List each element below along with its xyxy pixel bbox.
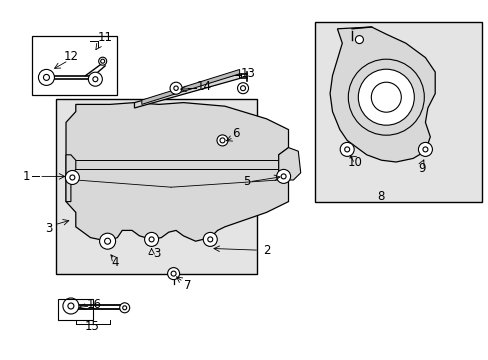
Polygon shape: [142, 69, 239, 104]
Circle shape: [70, 175, 75, 180]
Circle shape: [170, 82, 182, 94]
Text: 12: 12: [63, 50, 78, 63]
Circle shape: [63, 298, 79, 314]
Bar: [315, 22, 481, 202]
Polygon shape: [66, 155, 76, 202]
Circle shape: [207, 237, 212, 242]
Circle shape: [120, 303, 129, 313]
Bar: [32, 36, 117, 95]
Polygon shape: [278, 148, 300, 180]
Text: 16: 16: [87, 298, 102, 311]
Text: 1: 1: [23, 170, 31, 183]
Circle shape: [217, 135, 227, 146]
Text: 4: 4: [111, 256, 119, 269]
Text: 3: 3: [45, 222, 53, 235]
Text: 3: 3: [152, 247, 160, 260]
Circle shape: [240, 86, 245, 91]
Circle shape: [171, 271, 176, 276]
Circle shape: [347, 59, 424, 135]
Text: 5: 5: [243, 175, 250, 188]
Circle shape: [237, 83, 248, 94]
Circle shape: [68, 303, 74, 309]
Bar: [56, 99, 256, 274]
Circle shape: [340, 143, 353, 156]
Circle shape: [422, 147, 427, 152]
Text: 11: 11: [98, 31, 112, 44]
Text: 2: 2: [262, 244, 270, 257]
Text: 15: 15: [84, 320, 99, 333]
Circle shape: [149, 237, 154, 242]
Polygon shape: [66, 103, 288, 241]
Circle shape: [88, 72, 102, 86]
Circle shape: [122, 306, 126, 310]
Circle shape: [167, 267, 179, 280]
Text: 14: 14: [196, 80, 211, 93]
Text: 6: 6: [231, 127, 239, 140]
Circle shape: [65, 171, 79, 184]
Circle shape: [281, 174, 285, 179]
Circle shape: [99, 57, 106, 65]
Circle shape: [203, 233, 217, 246]
Circle shape: [43, 75, 49, 80]
Text: 8: 8: [377, 190, 385, 203]
Circle shape: [144, 233, 158, 246]
Text: 9: 9: [417, 162, 425, 175]
Circle shape: [39, 69, 54, 85]
Circle shape: [101, 59, 104, 63]
Polygon shape: [134, 74, 239, 108]
Polygon shape: [329, 27, 434, 162]
Circle shape: [220, 138, 224, 143]
Circle shape: [358, 69, 413, 125]
Circle shape: [370, 82, 401, 112]
Text: 13: 13: [241, 67, 255, 80]
Circle shape: [276, 170, 290, 183]
Circle shape: [174, 86, 178, 90]
Circle shape: [100, 233, 115, 249]
Circle shape: [93, 77, 98, 82]
Circle shape: [418, 143, 431, 156]
Circle shape: [355, 36, 363, 44]
Circle shape: [104, 238, 110, 244]
Circle shape: [344, 147, 349, 152]
Text: 7: 7: [183, 279, 191, 292]
Bar: [58, 299, 93, 320]
Text: 10: 10: [347, 156, 362, 168]
